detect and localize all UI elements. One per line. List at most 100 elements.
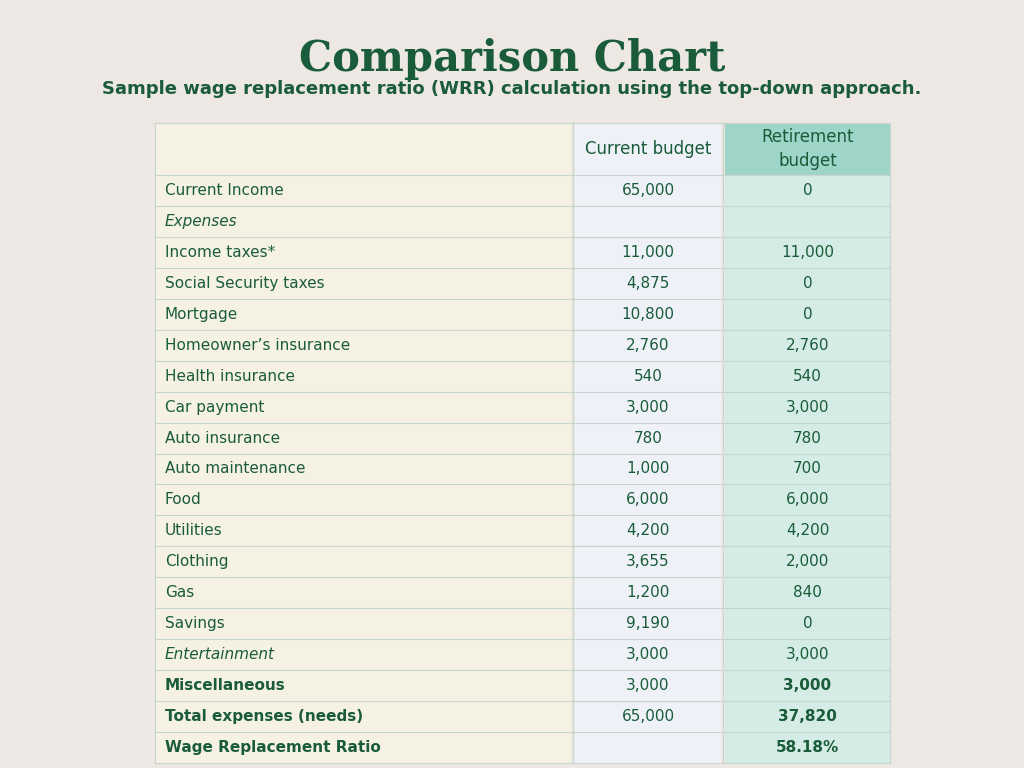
Text: 2,000: 2,000	[785, 554, 829, 569]
Text: Food: Food	[165, 492, 202, 508]
Text: Comparison Chart: Comparison Chart	[299, 38, 725, 80]
Bar	[575, 608, 721, 639]
Bar	[575, 299, 721, 329]
Bar	[725, 608, 890, 639]
Text: Mortgage: Mortgage	[165, 306, 239, 322]
Bar	[155, 515, 571, 546]
Text: 4,200: 4,200	[785, 524, 829, 538]
Bar	[575, 361, 721, 392]
Text: 3,000: 3,000	[785, 647, 829, 662]
Bar	[575, 422, 721, 454]
Text: 6,000: 6,000	[785, 492, 829, 508]
Text: 1,000: 1,000	[627, 462, 670, 476]
Bar	[575, 546, 721, 578]
Text: Expenses: Expenses	[165, 214, 238, 229]
Bar	[725, 329, 890, 361]
Text: 65,000: 65,000	[622, 183, 675, 198]
Text: 0: 0	[803, 306, 812, 322]
Bar	[575, 670, 721, 701]
Text: Miscellaneous: Miscellaneous	[165, 678, 286, 694]
Bar	[725, 123, 890, 175]
Text: 9,190: 9,190	[627, 616, 670, 631]
Bar	[155, 299, 571, 329]
Text: 540: 540	[793, 369, 822, 384]
Bar	[575, 701, 721, 732]
Text: 10,800: 10,800	[622, 306, 675, 322]
Text: Current budget: Current budget	[585, 140, 712, 158]
Text: Auto insurance: Auto insurance	[165, 431, 281, 445]
Bar	[725, 422, 890, 454]
Bar	[725, 639, 890, 670]
Bar	[155, 670, 571, 701]
Text: Auto maintenance: Auto maintenance	[165, 462, 305, 476]
Bar	[155, 732, 571, 763]
Text: Utilities: Utilities	[165, 524, 223, 538]
Text: Car payment: Car payment	[165, 399, 264, 415]
Bar	[575, 485, 721, 515]
Text: 3,000: 3,000	[627, 678, 670, 694]
Text: 3,000: 3,000	[627, 399, 670, 415]
Text: Sample wage replacement ratio (WRR) calculation using the top-down approach.: Sample wage replacement ratio (WRR) calc…	[102, 80, 922, 98]
Bar	[725, 515, 890, 546]
Text: Homeowner’s insurance: Homeowner’s insurance	[165, 338, 350, 353]
Bar	[575, 329, 721, 361]
Text: Total expenses (needs): Total expenses (needs)	[165, 709, 364, 724]
Text: 1,200: 1,200	[627, 585, 670, 601]
Text: 780: 780	[793, 431, 822, 445]
Bar	[725, 268, 890, 299]
Text: Clothing: Clothing	[165, 554, 228, 569]
Bar	[725, 732, 890, 763]
Bar	[575, 392, 721, 422]
Bar	[725, 392, 890, 422]
Text: 4,200: 4,200	[627, 524, 670, 538]
Text: 3,000: 3,000	[783, 678, 831, 694]
Bar	[155, 422, 571, 454]
Text: 2,760: 2,760	[785, 338, 829, 353]
Text: 65,000: 65,000	[622, 709, 675, 724]
Text: 6,000: 6,000	[627, 492, 670, 508]
Text: Current Income: Current Income	[165, 183, 284, 198]
Bar	[725, 546, 890, 578]
Bar	[575, 206, 721, 237]
Bar	[725, 485, 890, 515]
Text: 540: 540	[634, 369, 663, 384]
Text: 0: 0	[803, 183, 812, 198]
Bar	[575, 175, 721, 206]
Bar	[725, 237, 890, 268]
Bar	[575, 454, 721, 485]
Text: 3,000: 3,000	[627, 647, 670, 662]
Text: 840: 840	[793, 585, 822, 601]
Text: Income taxes*: Income taxes*	[165, 245, 275, 260]
Bar	[155, 454, 571, 485]
Bar	[575, 732, 721, 763]
Text: 700: 700	[793, 462, 822, 476]
Bar	[155, 237, 571, 268]
Bar	[725, 299, 890, 329]
Text: 0: 0	[803, 276, 812, 291]
Bar	[575, 515, 721, 546]
Bar	[725, 454, 890, 485]
Bar	[155, 485, 571, 515]
Bar	[155, 608, 571, 639]
Text: Gas: Gas	[165, 585, 195, 601]
Text: 11,000: 11,000	[781, 245, 834, 260]
Bar	[725, 578, 890, 608]
Bar	[155, 361, 571, 392]
Text: 11,000: 11,000	[622, 245, 675, 260]
Text: 780: 780	[634, 431, 663, 445]
Bar	[155, 329, 571, 361]
Text: Savings: Savings	[165, 616, 224, 631]
Text: 3,000: 3,000	[785, 399, 829, 415]
Bar	[725, 701, 890, 732]
Bar	[155, 578, 571, 608]
Text: Social Security taxes: Social Security taxes	[165, 276, 325, 291]
Bar	[725, 361, 890, 392]
Bar	[725, 175, 890, 206]
Bar	[155, 701, 571, 732]
Bar	[575, 268, 721, 299]
Bar	[575, 237, 721, 268]
Bar	[155, 546, 571, 578]
Bar	[155, 175, 571, 206]
Text: Health insurance: Health insurance	[165, 369, 295, 384]
Text: 58.18%: 58.18%	[776, 740, 839, 755]
